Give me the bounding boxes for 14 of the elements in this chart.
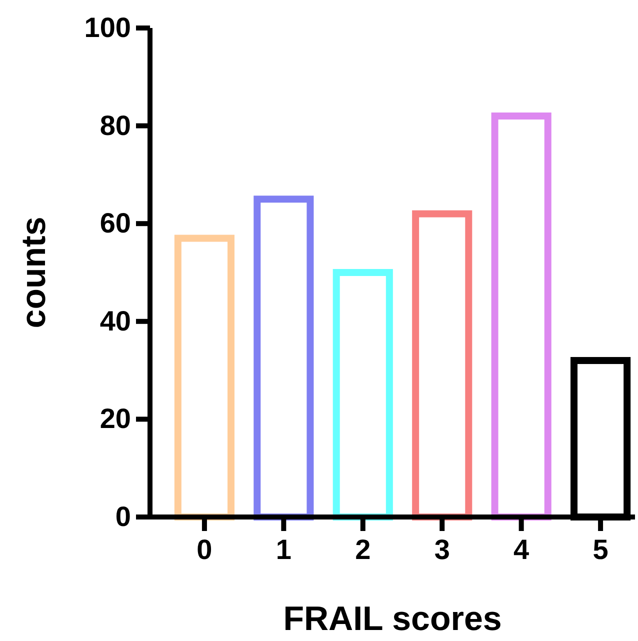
- x-tick-label: 5: [592, 534, 608, 566]
- y-tick-label: 60: [100, 208, 131, 239]
- y-axis-title: counts: [15, 216, 53, 328]
- x-tick-label: 0: [196, 534, 212, 566]
- y-tick-label: 80: [100, 110, 131, 141]
- x-tick-label: 3: [434, 534, 450, 566]
- x-tick-label: 4: [514, 534, 530, 566]
- y-tick-label: 0: [115, 500, 131, 532]
- x-axis-title: FRAIL scores: [283, 600, 502, 638]
- x-tick-label: 2: [355, 534, 371, 566]
- y-tick-label: 20: [100, 403, 131, 434]
- y-tick-label: 100: [84, 12, 131, 43]
- y-tick-label: 40: [100, 305, 131, 336]
- x-tick-label: 1: [276, 534, 292, 566]
